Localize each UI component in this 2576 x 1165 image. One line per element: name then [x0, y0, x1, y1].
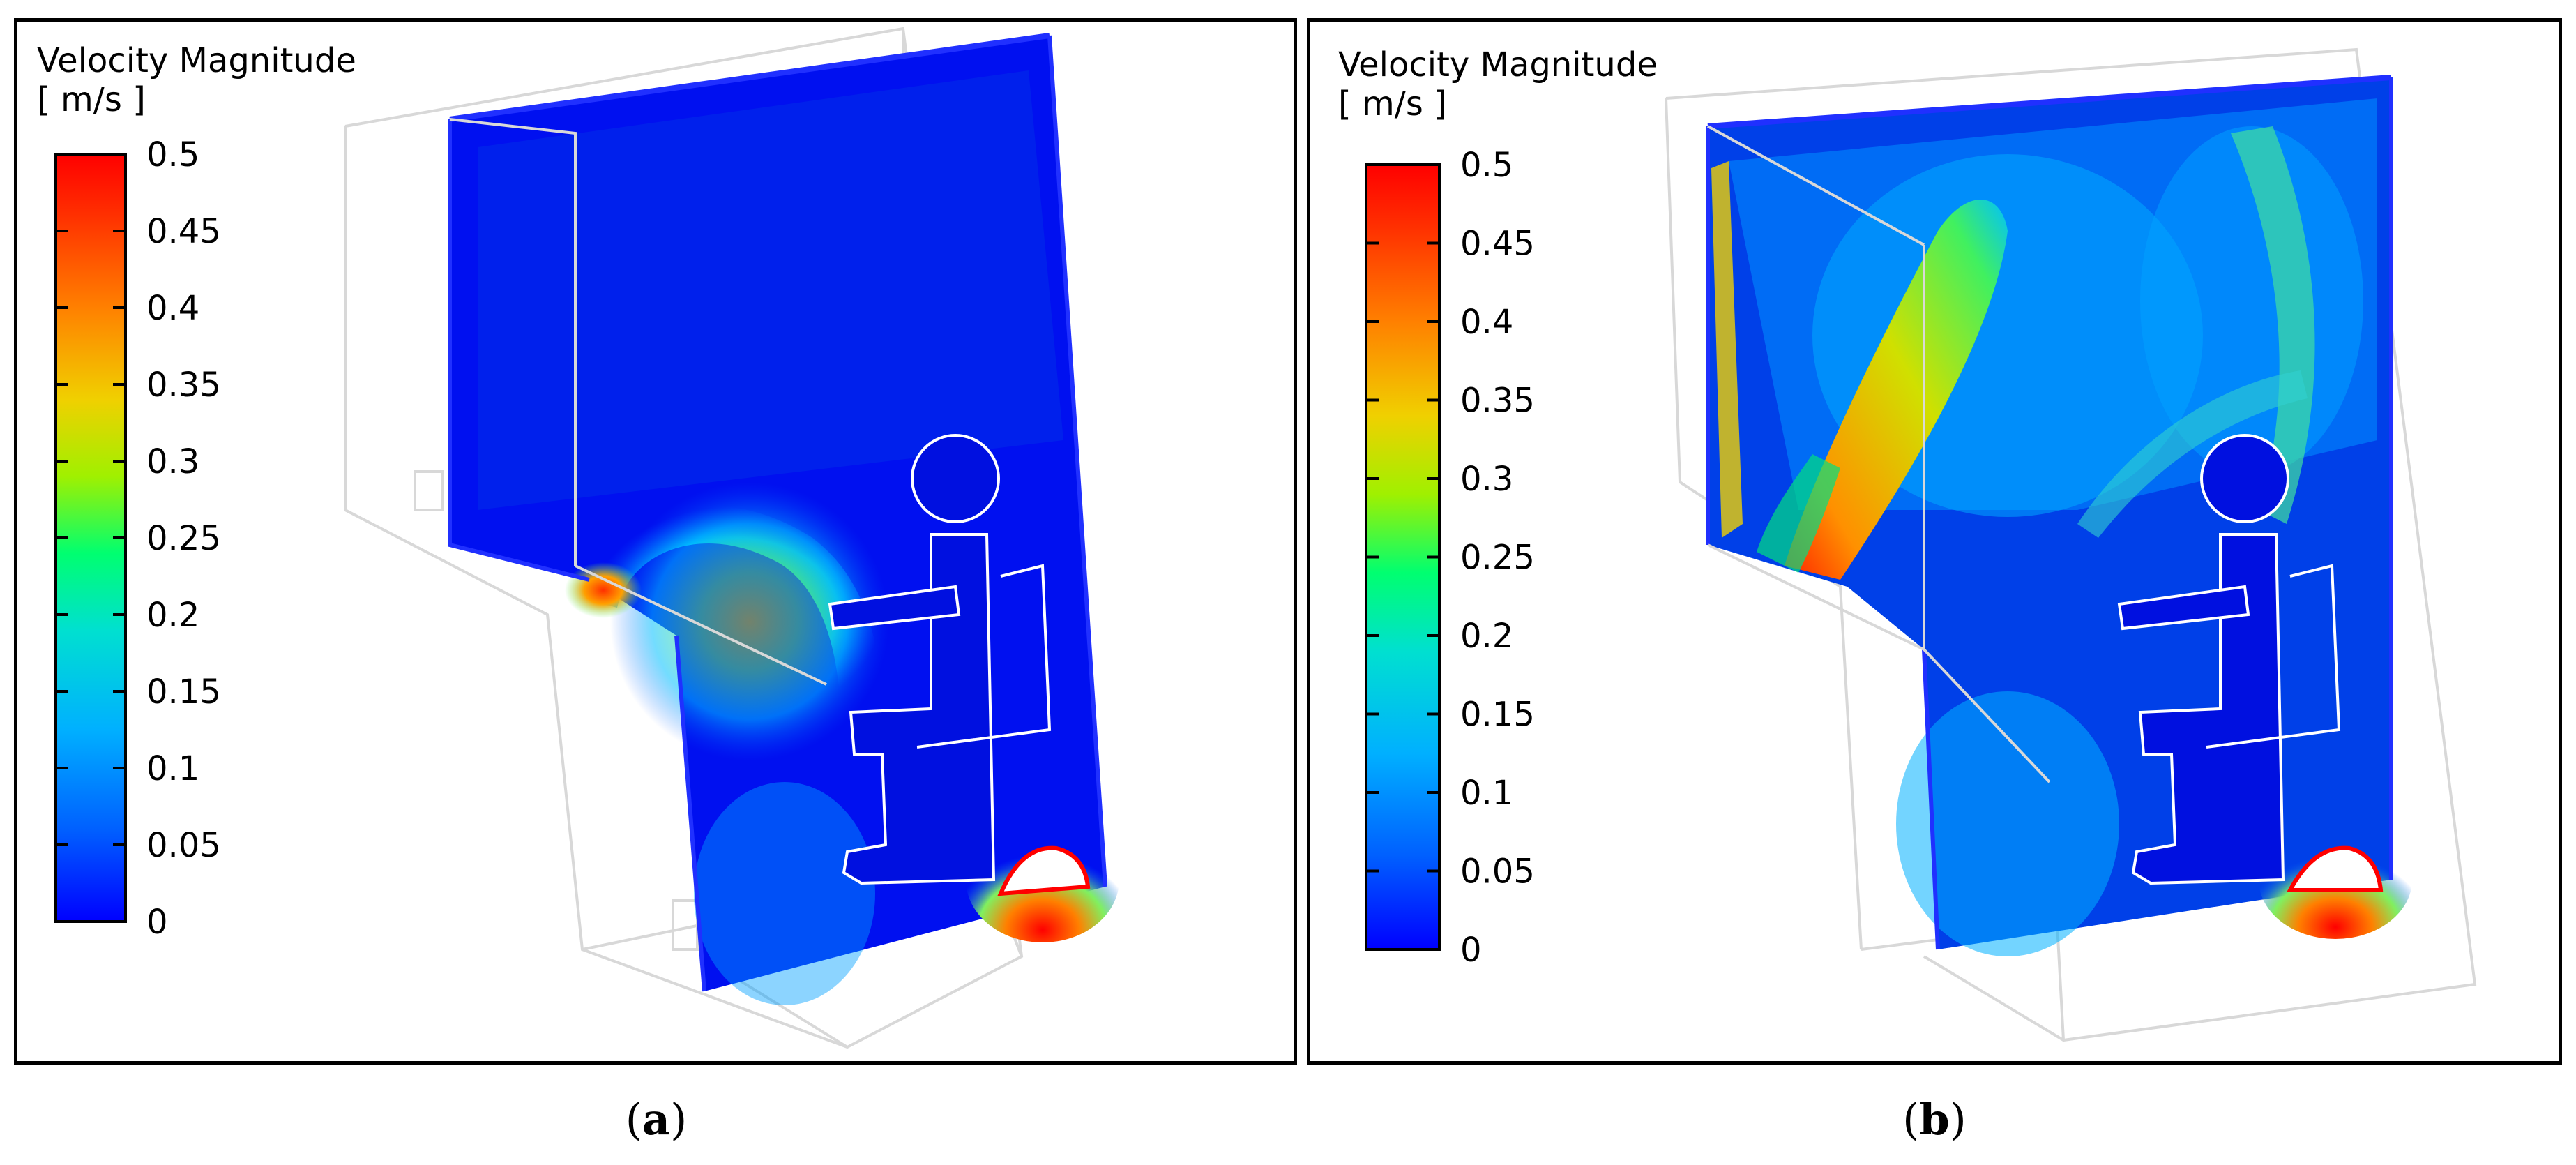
- colorbar-tick-label: 0.4: [146, 289, 199, 328]
- colorbar-tick-label: 0.5: [146, 135, 199, 174]
- cabin-wireframe-front: [1707, 125, 2051, 783]
- legend-units: [ m/s ]: [1338, 84, 1447, 123]
- legend-title: Velocity Magnitude: [1338, 45, 1658, 84]
- occupant-manikin: [828, 434, 1052, 885]
- colorbar-tick-label: 0.25: [146, 519, 221, 558]
- colorbar-tick-label: 0.5: [1460, 146, 1513, 185]
- colorbar-tick-label: 0.3: [1460, 460, 1513, 499]
- colorbar-tick-label: 0.3: [146, 442, 199, 481]
- colorbar-tick-label: 0.05: [146, 826, 221, 865]
- colorbar-tick-label: 0.1: [1460, 774, 1513, 813]
- colorbar-ticks: 0.5 0.45 0.4 0.35 0.3 0.25 0.2 0.15 0.1 0.05 0: [1366, 146, 1535, 970]
- colorbar-tick-label: 0.15: [146, 672, 221, 712]
- colorbar-tick-label: 0: [146, 903, 168, 942]
- colorbar-tick-label: 0.25: [1460, 539, 1535, 578]
- caption-b: (b): [1902, 1094, 1967, 1145]
- colorbar-tick-label: 0.15: [1460, 696, 1535, 735]
- colorbar-tick-label: 0.2: [146, 596, 199, 635]
- legend-units: [ m/s ]: [37, 80, 146, 119]
- colorbar-tick-label: 0.35: [1460, 382, 1535, 421]
- caption-a: (a): [625, 1094, 688, 1145]
- velocity-contour-plane: [1706, 75, 2412, 956]
- velocity-contour-figure-b: Velocity Magnitude [ m/s ] 0.5 0.45 0.4 0.3…: [1338, 45, 2477, 1042]
- colorbar-ticks: 0.5 0.45 0.4 0.35 0.3 0.25 0.2 0.15 0.1 0.05 0: [56, 135, 221, 942]
- colorbar-tick-label: 0.05: [1460, 852, 1535, 892]
- colorbar-tick-label: 0.45: [1460, 225, 1535, 264]
- velocity-contour-plane: [448, 33, 1119, 1005]
- panel-a: Velocity Magnitude [ m/s ] 0.5 0.45 0.4 0.3…: [14, 18, 1297, 1065]
- velocity-contour-figure-a: Velocity Magnitude [ m/s ] 0.5 0.45 0.4 0.3…: [37, 27, 1119, 1049]
- legend-title: Velocity Magnitude: [37, 41, 356, 80]
- cabin-wireframe-front: [449, 118, 827, 686]
- panel-b: Velocity Magnitude [ m/s ] 0.5 0.45 0.4 0.3…: [1307, 18, 2562, 1065]
- occupant-manikin: [2117, 434, 2341, 885]
- colorbar-tick-label: 0.1: [146, 749, 199, 788]
- colorbar-tick-label: 0.2: [1460, 617, 1513, 656]
- colorbar-tick-label: 0.4: [1460, 303, 1513, 342]
- colorbar-tick-label: 0: [1460, 931, 1482, 970]
- colorbar-tick-label: 0.35: [146, 366, 221, 405]
- colorbar-tick-label: 0.45: [146, 212, 221, 251]
